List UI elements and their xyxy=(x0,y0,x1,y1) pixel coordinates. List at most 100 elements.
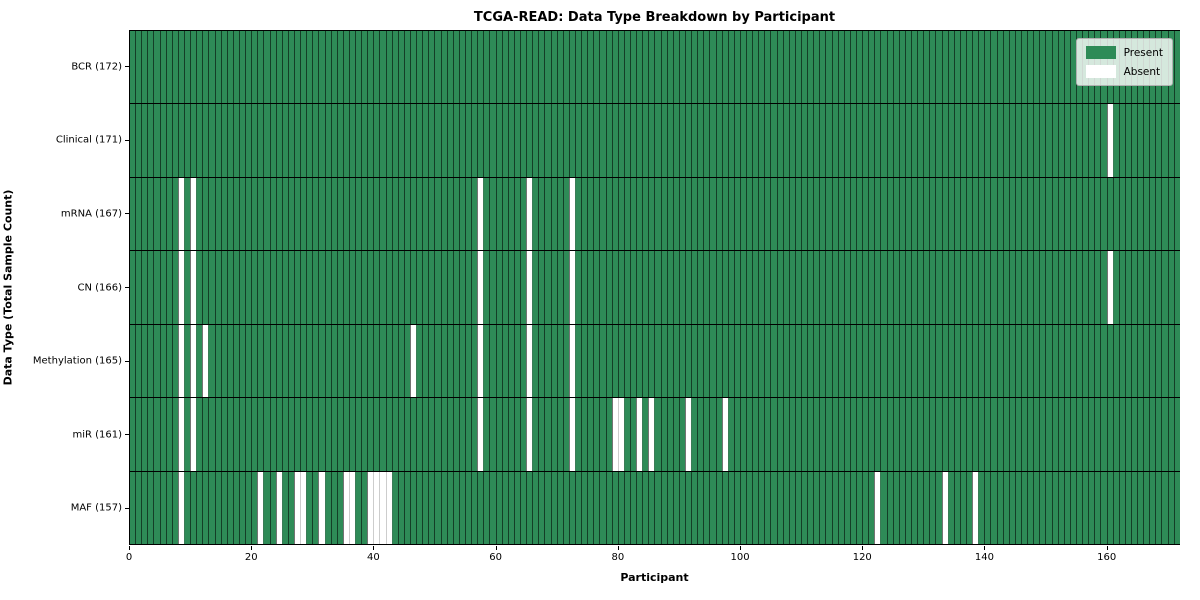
heatmap-cell xyxy=(892,471,899,544)
heatmap-cell xyxy=(1051,398,1058,471)
heatmap-row-CN xyxy=(130,250,1180,324)
heatmap-cell xyxy=(1124,471,1131,544)
heatmap-cell xyxy=(135,471,142,544)
heatmap-cell xyxy=(483,324,490,398)
heatmap-cell xyxy=(959,104,966,177)
heatmap-cell xyxy=(281,177,288,251)
heatmap-cell xyxy=(782,324,789,398)
heatmap-cell xyxy=(202,398,209,471)
heatmap-cell xyxy=(232,251,239,324)
heatmap-cell xyxy=(373,398,380,471)
heatmap-cell xyxy=(489,324,496,398)
legend-label-present: Present xyxy=(1123,46,1163,59)
heatmap-cell xyxy=(831,398,838,471)
heatmap-cell xyxy=(599,324,606,398)
heatmap-cell xyxy=(1167,398,1174,471)
heatmap-cell xyxy=(526,471,533,544)
heatmap-cell xyxy=(300,398,307,471)
heatmap-cell xyxy=(666,398,673,471)
heatmap-cell xyxy=(520,324,527,398)
heatmap-cell xyxy=(275,324,282,398)
heatmap-cell xyxy=(801,31,808,104)
heatmap-cell xyxy=(1094,177,1101,251)
heatmap-row-Methylation xyxy=(130,323,1180,398)
heatmap-cell xyxy=(489,471,496,544)
heatmap-cell xyxy=(1173,324,1180,398)
heatmap-cell xyxy=(849,398,857,471)
heatmap-cell xyxy=(214,398,221,471)
heatmap-cell xyxy=(727,251,734,324)
heatmap-cell xyxy=(141,104,148,177)
heatmap-cell xyxy=(1045,324,1052,398)
heatmap-cell xyxy=(318,324,325,398)
heatmap-cell xyxy=(1088,104,1095,177)
heatmap-cell xyxy=(678,177,685,251)
heatmap-cell xyxy=(214,104,221,177)
heatmap-cell xyxy=(819,324,826,398)
heatmap-cell xyxy=(1112,398,1119,471)
heatmap-cell xyxy=(550,31,557,104)
heatmap-cell xyxy=(978,31,985,104)
heatmap-cell xyxy=(130,471,136,544)
heatmap-cell xyxy=(165,104,172,177)
heatmap-cell xyxy=(965,398,973,471)
heatmap-cell xyxy=(1082,324,1089,398)
heatmap-cell xyxy=(544,177,551,251)
y-tick-mark xyxy=(125,360,129,362)
heatmap-cell xyxy=(440,104,447,177)
heatmap-cell xyxy=(807,471,814,544)
heatmap-cell xyxy=(935,177,942,251)
heatmap-cell xyxy=(226,398,233,471)
heatmap-cell xyxy=(825,471,832,544)
heatmap-cell xyxy=(397,471,404,544)
heatmap-cell xyxy=(202,31,209,104)
heatmap-cell xyxy=(214,177,221,251)
heatmap-cell xyxy=(764,31,771,104)
heatmap-cell xyxy=(171,177,178,251)
heatmap-cell xyxy=(403,31,411,104)
heatmap-cell xyxy=(257,31,264,104)
heatmap-cell xyxy=(733,251,740,324)
heatmap-cell xyxy=(959,31,966,104)
heatmap-cell xyxy=(147,471,154,544)
heatmap-cell xyxy=(293,324,301,398)
heatmap-cell xyxy=(1161,324,1168,398)
heatmap-cell xyxy=(764,104,771,177)
heatmap-cell xyxy=(342,398,349,471)
heatmap-cell xyxy=(1075,177,1083,251)
heatmap-cell xyxy=(660,471,667,544)
heatmap-cell xyxy=(397,31,404,104)
heatmap-cell xyxy=(593,177,600,251)
heatmap-cell xyxy=(434,251,441,324)
y-tick-mark xyxy=(125,213,129,215)
heatmap-cell xyxy=(972,471,979,544)
heatmap-cell xyxy=(739,471,747,544)
heatmap-cell xyxy=(801,104,808,177)
heatmap-cell xyxy=(996,251,1003,324)
heatmap-cell xyxy=(764,471,771,544)
heatmap-cell xyxy=(678,104,685,177)
heatmap-cell xyxy=(947,398,954,471)
heatmap-cell xyxy=(318,104,325,177)
heatmap-cell xyxy=(794,471,802,544)
heatmap-cell xyxy=(666,177,673,251)
heatmap-cell xyxy=(819,398,826,471)
heatmap-cell xyxy=(355,398,362,471)
heatmap-cell xyxy=(660,177,667,251)
heatmap-cell xyxy=(361,31,368,104)
y-tick-label-MAF: MAF (157) xyxy=(70,502,122,514)
heatmap-cell xyxy=(452,31,459,104)
x-tick-label: 20 xyxy=(244,552,258,563)
heatmap-cell xyxy=(831,324,838,398)
heatmap-cell xyxy=(257,251,264,324)
heatmap-cell xyxy=(373,251,380,324)
heatmap-cell xyxy=(941,31,948,104)
heatmap-cell xyxy=(507,324,514,398)
heatmap-cell xyxy=(135,31,142,104)
heatmap-cell xyxy=(257,177,264,251)
heatmap-cell xyxy=(1082,177,1089,251)
heatmap-cell xyxy=(568,177,575,251)
heatmap-cell xyxy=(642,251,649,324)
heatmap-cell xyxy=(159,31,166,104)
heatmap-cell xyxy=(862,251,869,324)
